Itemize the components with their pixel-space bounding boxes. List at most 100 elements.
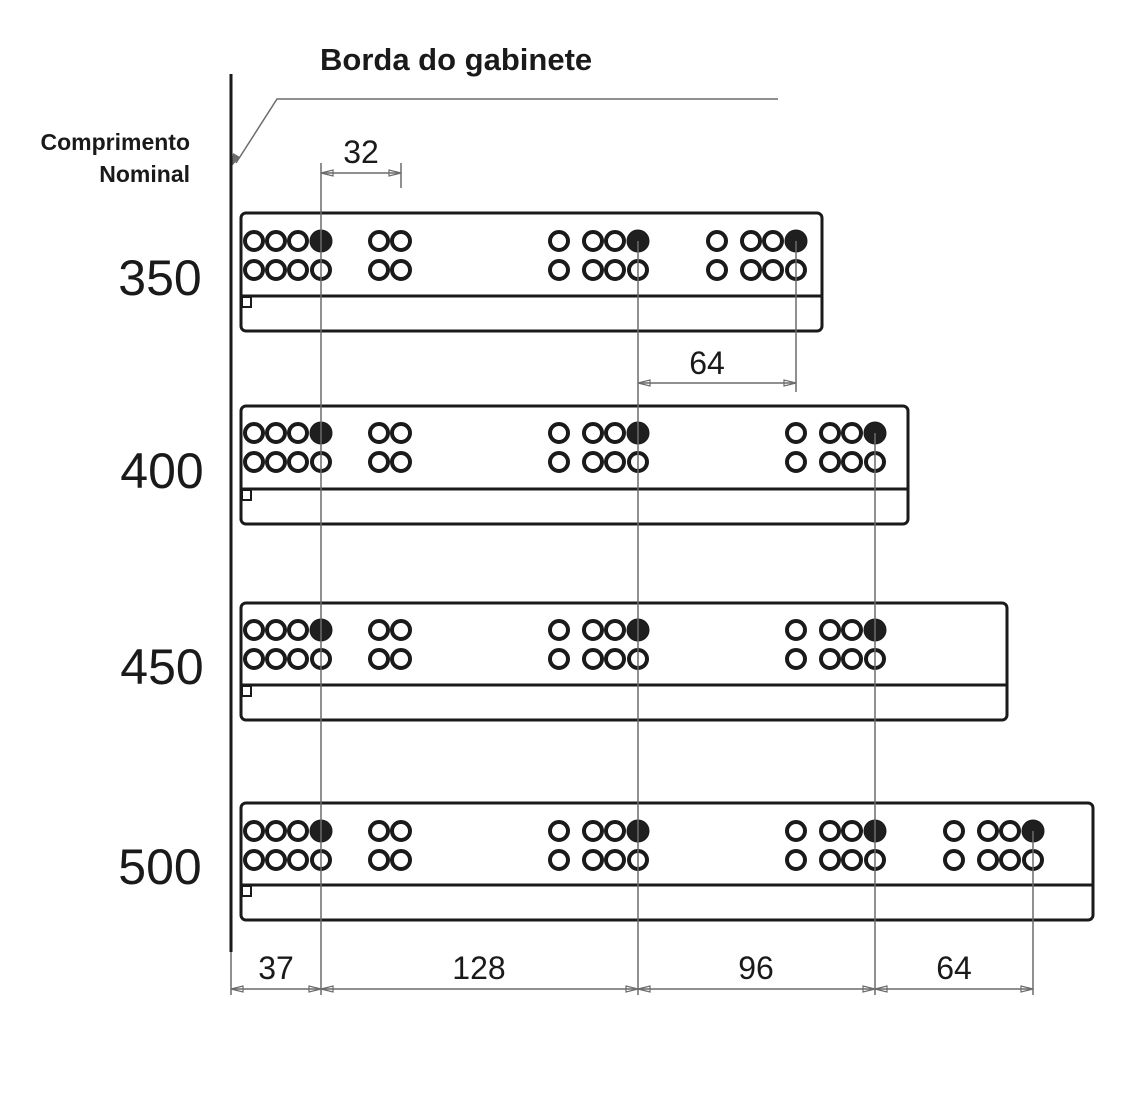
length-label-450: 450 bbox=[120, 639, 203, 695]
mounting-hole bbox=[819, 849, 841, 871]
mounting-hole bbox=[999, 820, 1021, 842]
mounting-hole bbox=[706, 230, 728, 252]
mounting-hole bbox=[841, 451, 863, 473]
mounting-hole bbox=[604, 849, 626, 871]
rail-500 bbox=[239, 801, 1095, 922]
mounting-hole bbox=[604, 820, 626, 842]
mounting-hole bbox=[287, 230, 309, 252]
mounting-hole bbox=[841, 648, 863, 670]
mounting-hole bbox=[604, 259, 626, 281]
mounting-hole bbox=[819, 820, 841, 842]
mounting-hole bbox=[582, 648, 604, 670]
mounting-hole bbox=[943, 849, 965, 871]
dimension-label-64: 64 bbox=[936, 950, 972, 986]
mounting-hole bbox=[287, 820, 309, 842]
dimension-32: 32 bbox=[320, 134, 402, 177]
dimension-upper-64: 64 bbox=[637, 345, 797, 387]
mounting-hole bbox=[265, 259, 287, 281]
mounting-hole bbox=[785, 619, 807, 641]
mounting-hole bbox=[582, 619, 604, 641]
mounting-hole bbox=[243, 230, 265, 252]
mounting-hole bbox=[548, 648, 570, 670]
mounting-hole bbox=[582, 820, 604, 842]
mounting-hole bbox=[368, 230, 390, 252]
mounting-hole bbox=[243, 820, 265, 842]
mounting-hole bbox=[785, 451, 807, 473]
rail-notch bbox=[241, 885, 252, 897]
mounting-hole bbox=[368, 259, 390, 281]
mounting-hole bbox=[548, 259, 570, 281]
mounting-hole bbox=[582, 230, 604, 252]
mounting-hole bbox=[390, 259, 412, 281]
mounting-hole bbox=[977, 820, 999, 842]
leader-arrowhead bbox=[231, 153, 240, 167]
mounting-hole bbox=[785, 648, 807, 670]
mounting-hole bbox=[785, 422, 807, 444]
mounting-hole bbox=[819, 422, 841, 444]
mounting-hole bbox=[604, 422, 626, 444]
mounting-hole bbox=[785, 820, 807, 842]
mounting-hole bbox=[548, 230, 570, 252]
rail-400 bbox=[239, 404, 910, 526]
mounting-hole bbox=[604, 230, 626, 252]
axis-label-line1: Comprimento bbox=[41, 129, 191, 155]
mounting-hole bbox=[582, 422, 604, 444]
mounting-hole bbox=[390, 648, 412, 670]
mounting-hole bbox=[582, 259, 604, 281]
mounting-hole bbox=[548, 451, 570, 473]
mounting-hole bbox=[819, 619, 841, 641]
mounting-hole bbox=[243, 849, 265, 871]
mounting-hole bbox=[582, 849, 604, 871]
mounting-hole bbox=[368, 849, 390, 871]
mounting-hole bbox=[740, 259, 762, 281]
mounting-hole bbox=[841, 849, 863, 871]
mounting-hole bbox=[604, 648, 626, 670]
mounting-hole bbox=[287, 451, 309, 473]
mounting-hole bbox=[390, 230, 412, 252]
rail-notch bbox=[241, 489, 252, 501]
mounting-hole bbox=[706, 259, 728, 281]
dimension-arrows bbox=[320, 169, 402, 177]
mounting-hole bbox=[819, 451, 841, 473]
mounting-hole bbox=[243, 619, 265, 641]
mounting-hole bbox=[604, 451, 626, 473]
mounting-hole bbox=[265, 230, 287, 252]
guide-lines bbox=[230, 163, 1034, 995]
mounting-hole bbox=[390, 619, 412, 641]
mounting-hole bbox=[368, 619, 390, 641]
dimension-label-upper-64: 64 bbox=[689, 345, 725, 381]
rail-450 bbox=[239, 601, 1009, 722]
length-label-350: 350 bbox=[118, 250, 201, 306]
length-label-500: 500 bbox=[118, 839, 201, 895]
dimension-label-37: 37 bbox=[258, 950, 294, 986]
mounting-hole bbox=[265, 451, 287, 473]
mounting-hole bbox=[582, 451, 604, 473]
mounting-hole bbox=[265, 820, 287, 842]
mounting-hole bbox=[287, 259, 309, 281]
mounting-hole bbox=[265, 849, 287, 871]
dimension-chain-bottom: 37 128 96 64 bbox=[230, 950, 1034, 993]
rail-350 bbox=[239, 211, 824, 333]
length-label-400: 400 bbox=[120, 443, 203, 499]
mounting-hole bbox=[243, 648, 265, 670]
mounting-hole bbox=[390, 820, 412, 842]
dimension-arrows bbox=[637, 379, 797, 387]
mounting-hole bbox=[368, 648, 390, 670]
mounting-hole bbox=[243, 422, 265, 444]
dimension-label-96: 96 bbox=[738, 950, 774, 986]
mounting-hole bbox=[999, 849, 1021, 871]
mounting-hole bbox=[943, 820, 965, 842]
mounting-hole bbox=[548, 422, 570, 444]
mounting-hole bbox=[265, 648, 287, 670]
mounting-hole bbox=[604, 619, 626, 641]
rail-body bbox=[239, 404, 910, 526]
mounting-hole bbox=[287, 619, 309, 641]
mounting-hole bbox=[977, 849, 999, 871]
dimension-arrows bbox=[230, 985, 1034, 993]
mounting-hole bbox=[390, 422, 412, 444]
mounting-hole bbox=[368, 820, 390, 842]
mounting-hole bbox=[368, 451, 390, 473]
mounting-hole bbox=[287, 422, 309, 444]
